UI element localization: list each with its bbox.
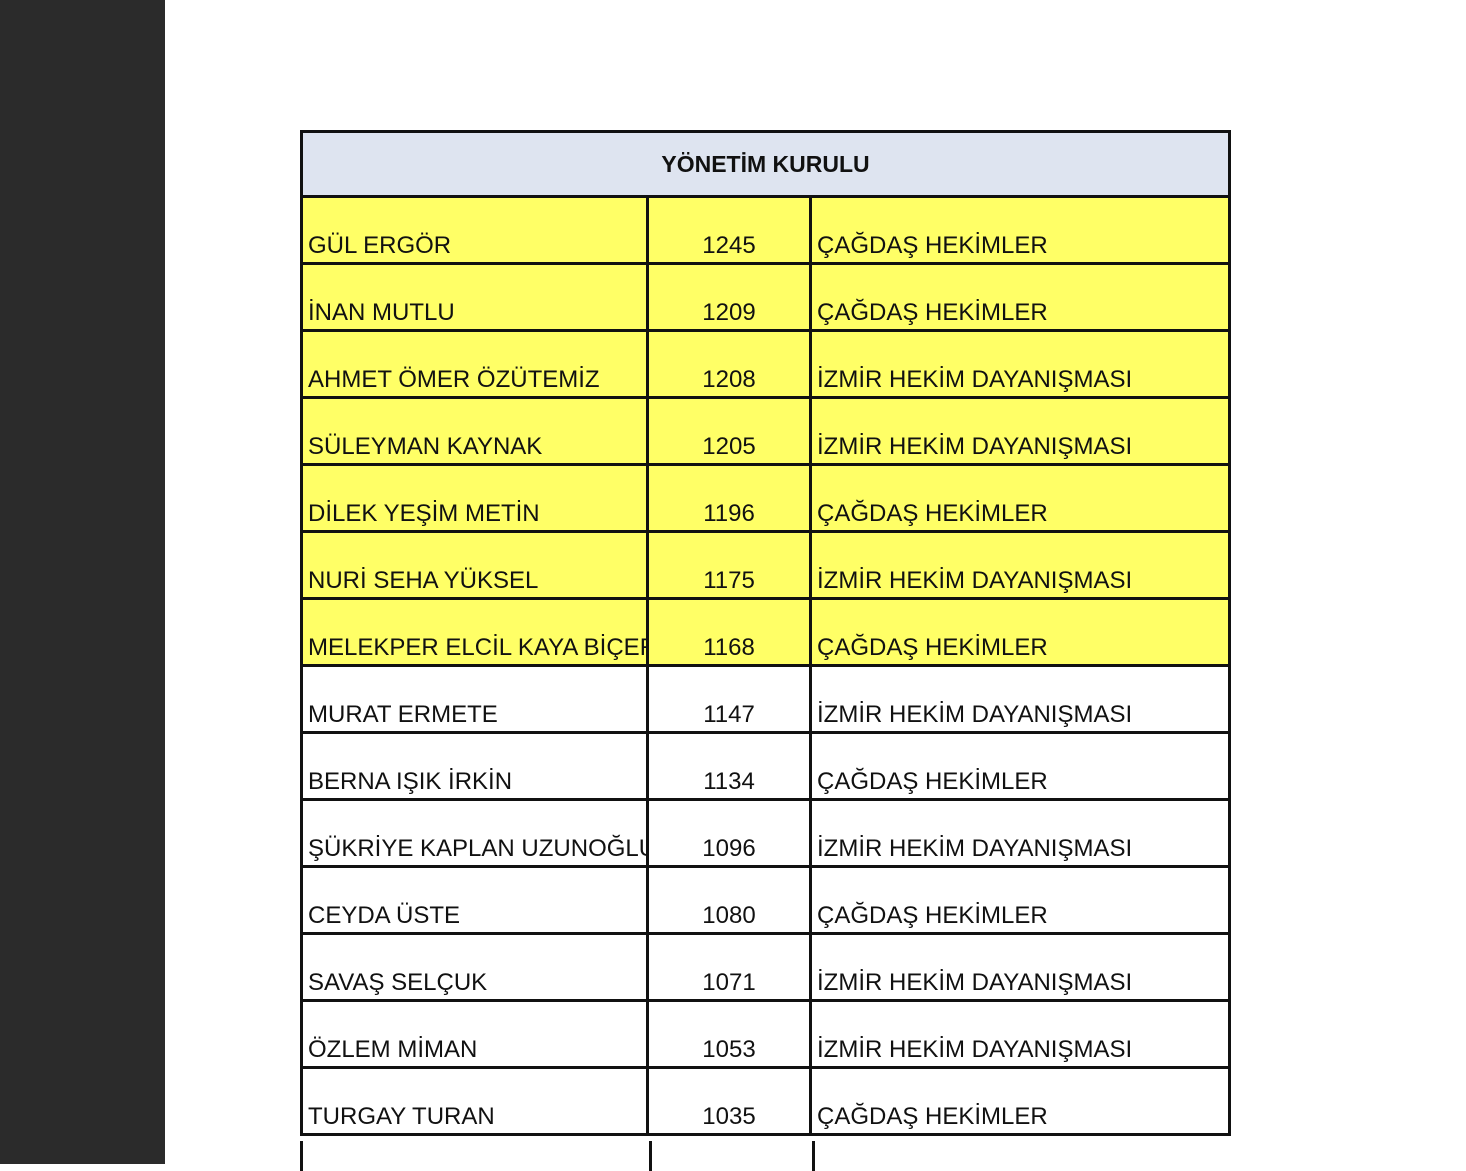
candidate-name: İNAN MUTLU xyxy=(303,265,649,329)
group-name: İZMİR HEKİM DAYANIŞMASI xyxy=(817,701,1133,728)
table-row: NURİ SEHA YÜKSEL 1175 İZMİR HEKİM DAYANIŞM… xyxy=(300,533,1231,600)
table-row: TURGAY TURAN 1035 ÇAĞDAŞ HEKİMLER xyxy=(300,1069,1231,1136)
candidate-name: SAVAŞ SELÇUK xyxy=(303,935,649,999)
table-row: SÜLEYMAN KAYNAK 1205 İZMİR HEKİM DAYANIŞMA… xyxy=(300,399,1231,466)
vote-count: 1196 xyxy=(649,466,812,530)
table-row: SAVAŞ SELÇUK 1071 İZMİR HEKİM DAYANIŞMASI xyxy=(300,935,1231,1002)
table-row: ŞÜKRİYE KAPLAN UZUNOĞLU 1096 İZMİR HEKİM D… xyxy=(300,801,1231,868)
vote-count: 1208 xyxy=(649,332,812,396)
vote-count: 1175 xyxy=(649,533,812,597)
group-name: ÇAĞDAŞ HEKİMLER xyxy=(817,232,1048,259)
vote-count: 1071 xyxy=(649,935,812,999)
table-row: CEYDA ÜSTE 1080 ÇAĞDAŞ HEKİMLER xyxy=(300,868,1231,935)
group-name: İZMİR HEKİM DAYANIŞMASI xyxy=(817,366,1133,393)
table-row: ÖZLEM MİMAN 1053 İZMİR HEKİM DAYANIŞMASI xyxy=(300,1002,1231,1069)
group-name: ÇAĞDAŞ HEKİMLER xyxy=(817,634,1048,661)
vote-count: 1245 xyxy=(649,198,812,262)
vote-count: 1205 xyxy=(649,399,812,463)
table-row: BERNA IŞIK İRKİN 1134 ÇAĞDAŞ HEKİMLER xyxy=(300,734,1231,801)
group-name: ÇAĞDAŞ HEKİMLER xyxy=(817,500,1048,527)
group-name: ÇAĞDAŞ HEKİMLER xyxy=(817,1103,1048,1130)
vote-count: 1209 xyxy=(649,265,812,329)
table-title: YÖNETİM KURULU xyxy=(300,130,1231,198)
candidate-name: DİLEK YEŞİM METİN xyxy=(303,466,649,530)
group-name: İZMİR HEKİM DAYANIŞMASI xyxy=(817,567,1133,594)
vote-count: 1080 xyxy=(649,868,812,932)
group-name: ÇAĞDAŞ HEKİMLER xyxy=(817,299,1048,326)
group-name: ÇAĞDAŞ HEKİMLER xyxy=(817,902,1048,929)
vote-count: 1035 xyxy=(649,1069,812,1133)
vote-count: 1096 xyxy=(649,801,812,865)
candidate-name: BERNA IŞIK İRKİN xyxy=(303,734,649,798)
table-row: MURAT ERMETE 1147 İZMİR HEKİM DAYANIŞMASI xyxy=(300,667,1231,734)
candidate-name: TURGAY TURAN xyxy=(303,1069,649,1133)
candidate-name: GÜL ERGÖR xyxy=(303,198,649,262)
candidate-name: ÖZLEM MİMAN xyxy=(303,1002,649,1066)
table-row: MELEKPER ELCİL KAYA BİÇER 1168 ÇAĞDAŞ HEKİ… xyxy=(300,600,1231,667)
vote-count: 1134 xyxy=(649,734,812,798)
vote-count: 1168 xyxy=(649,600,812,664)
viewer-sidebar xyxy=(0,0,165,1164)
candidate-name: MURAT ERMETE xyxy=(303,667,649,731)
table-row: GÜL ERGÖR 1245 ÇAĞDAŞ HEKİMLER xyxy=(300,198,1231,265)
table-row: İNAN MUTLU 1209 ÇAĞDAŞ HEKİMLER xyxy=(300,265,1231,332)
candidate-name: CEYDA ÜSTE xyxy=(303,868,649,932)
candidate-name: AHMET ÖMER ÖZÜTEMİZ xyxy=(303,332,649,396)
group-name: İZMİR HEKİM DAYANIŞMASI xyxy=(817,969,1133,996)
vote-count: 1053 xyxy=(649,1002,812,1066)
candidate-name: NURİ SEHA YÜKSEL xyxy=(303,533,649,597)
vote-count: 1147 xyxy=(649,667,812,731)
group-name: İZMİR HEKİM DAYANIŞMASI xyxy=(817,433,1133,460)
group-name: İZMİR HEKİM DAYANIŞMASI xyxy=(817,835,1133,862)
candidate-name: ŞÜKRİYE KAPLAN UZUNOĞLU xyxy=(303,801,649,865)
table-row: AHMET ÖMER ÖZÜTEMİZ 1208 İZMİR HEKİM DAYAN… xyxy=(300,332,1231,399)
results-table: YÖNETİM KURULU GÜL ERGÖR 1245 ÇAĞDAŞ HEKİM… xyxy=(300,130,1231,1136)
table-row: DİLEK YEŞİM METİN 1196 ÇAĞDAŞ HEKİMLER xyxy=(300,466,1231,533)
group-name: İZMİR HEKİM DAYANIŞMASI xyxy=(817,1036,1133,1063)
group-name: ÇAĞDAŞ HEKİMLER xyxy=(817,768,1048,795)
candidate-name: SÜLEYMAN KAYNAK xyxy=(303,399,649,463)
candidate-name: MELEKPER ELCİL KAYA BİÇER xyxy=(303,600,649,664)
partial-next-row xyxy=(300,1141,815,1171)
